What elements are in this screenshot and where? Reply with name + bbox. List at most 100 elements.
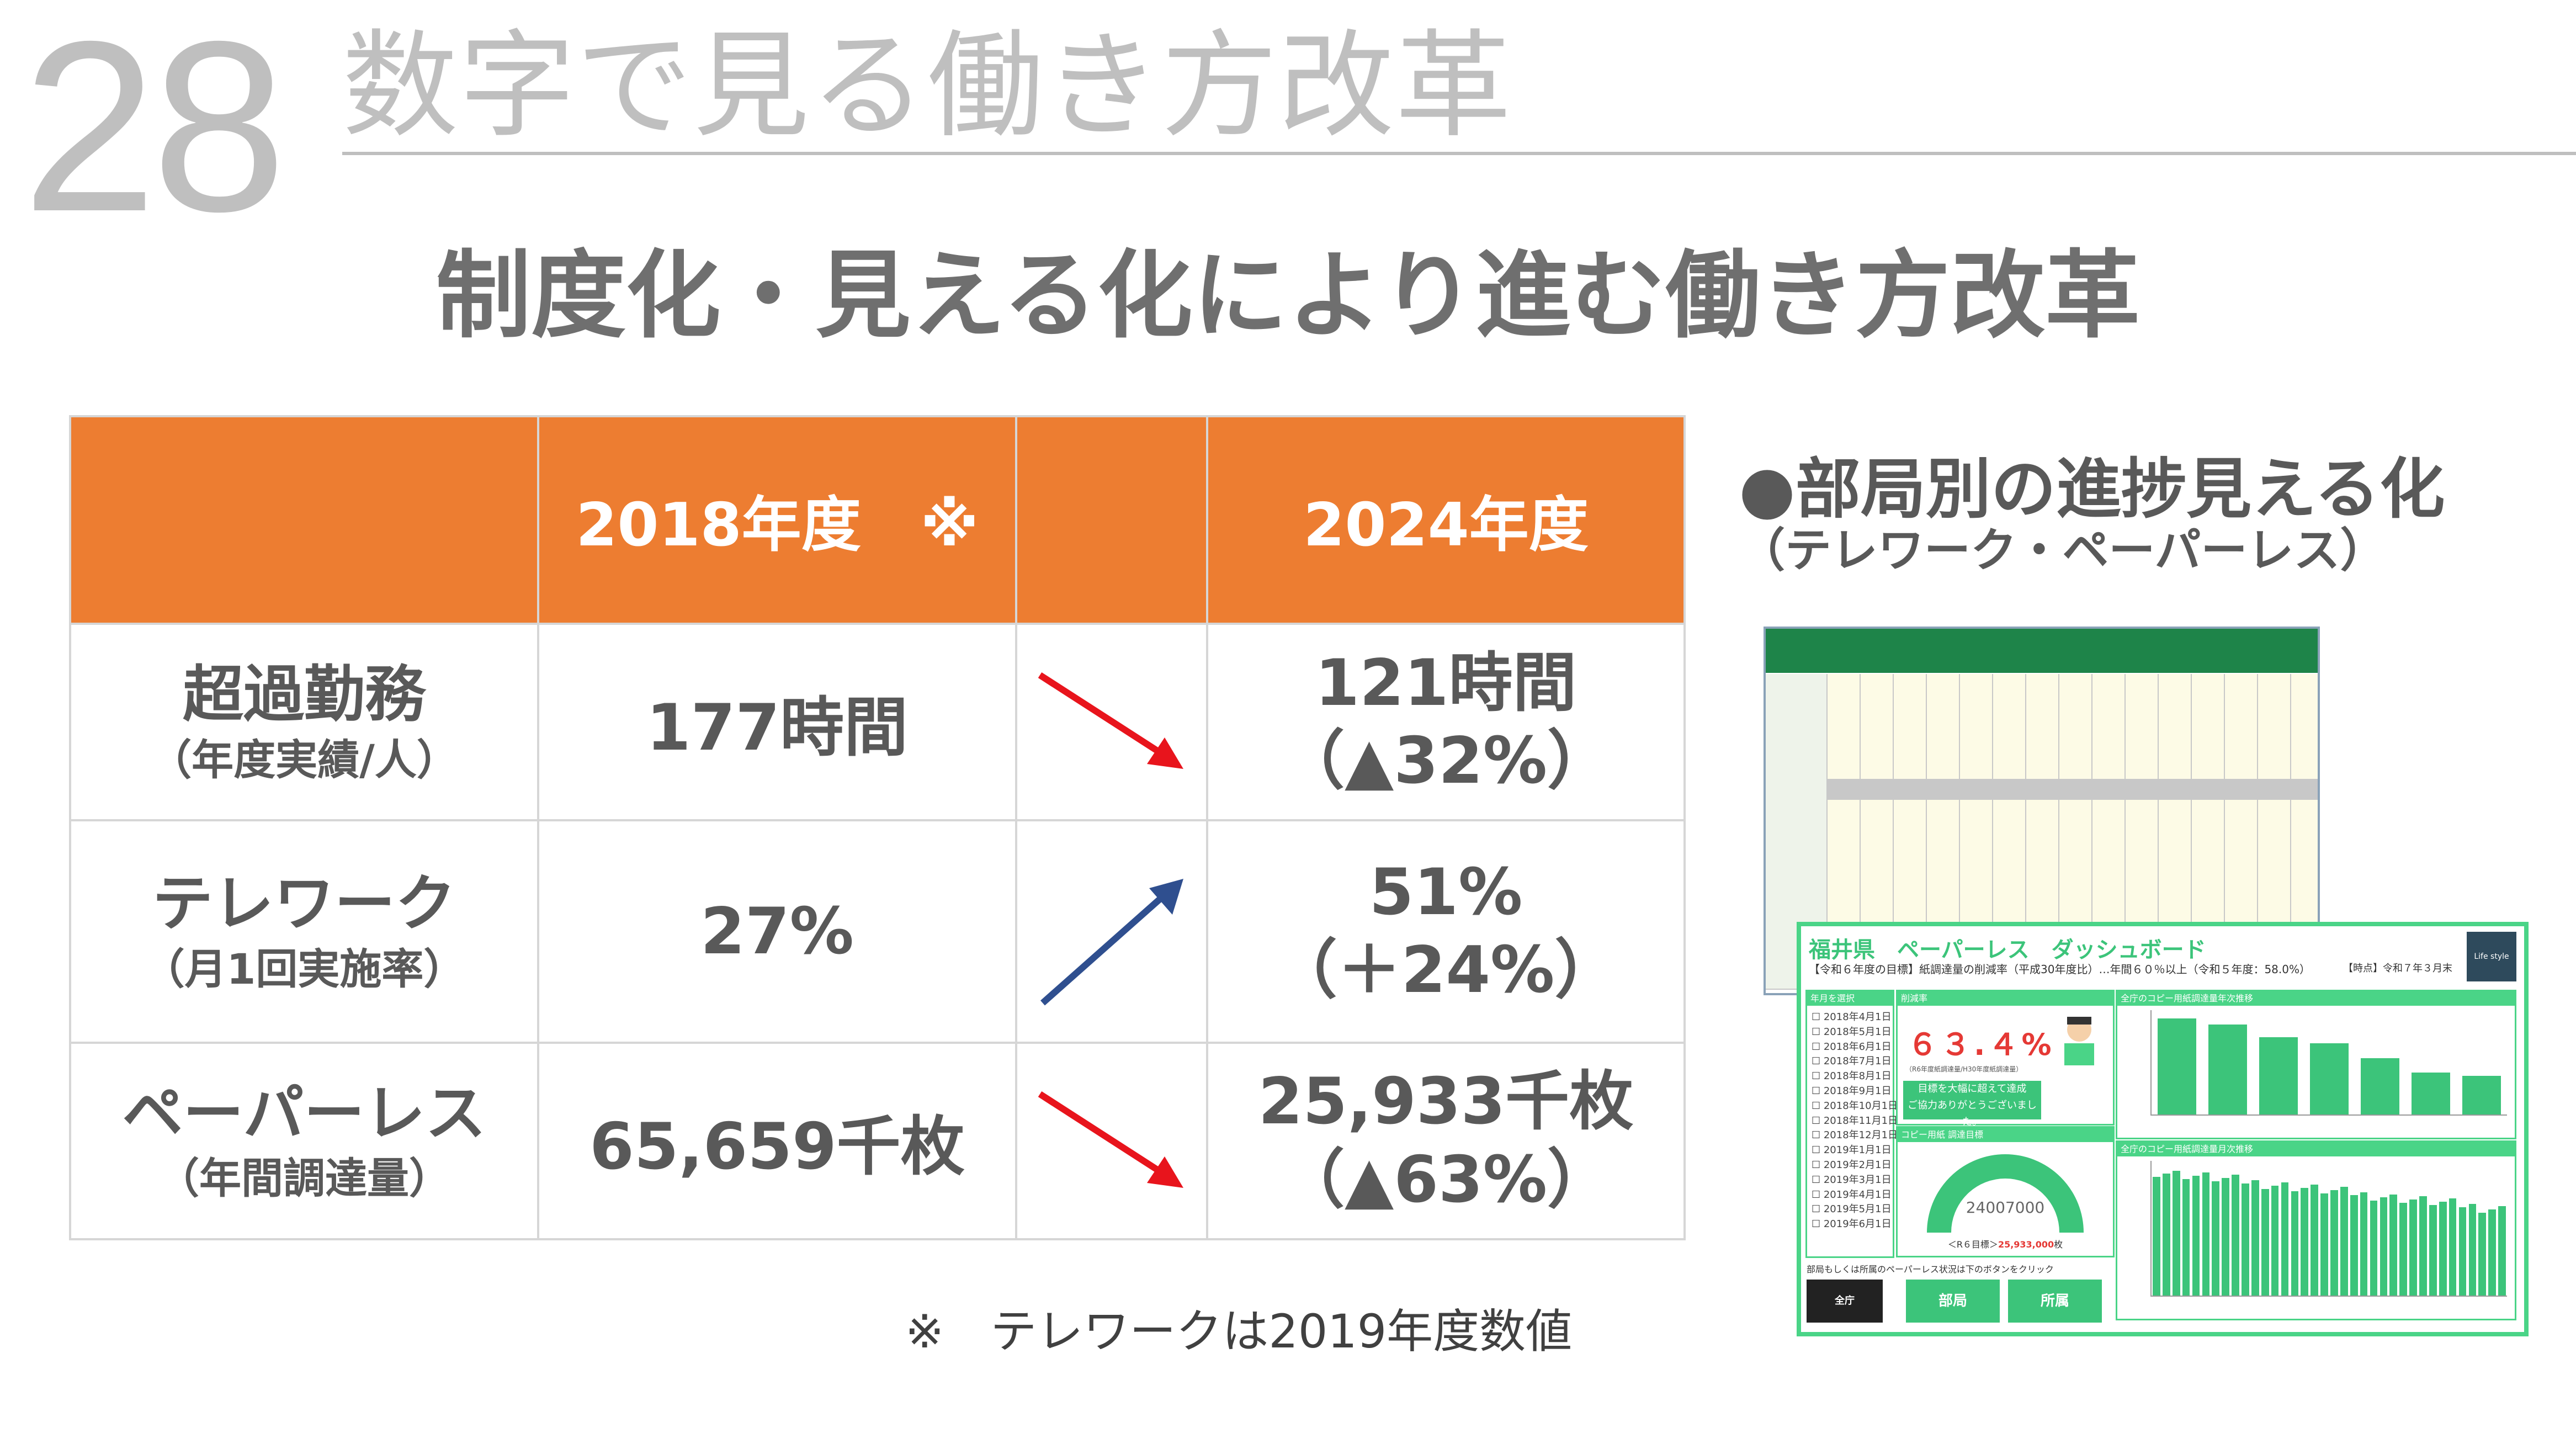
chart-bar	[2419, 1196, 2427, 1296]
date-option[interactable]: ☐ 2018年12月1日	[1812, 1129, 1898, 1142]
row-label: テレワーク	[152, 868, 456, 940]
chart-bar	[2478, 1212, 2487, 1296]
spreadsheet-row-cells	[1828, 821, 2318, 842]
date-option[interactable]: ☐ 2019年2月1日	[1812, 1159, 1892, 1171]
date-option[interactable]: ☐ 2018年9月1日	[1812, 1085, 1892, 1097]
date-option-list[interactable]: ☐ 2018年4月1日 ☐ 2018年5月1日 ☐ 2018年6月1日 ☐ 2018年…	[1812, 1010, 1898, 1232]
chart-bar	[2488, 1209, 2496, 1296]
spreadsheet-row-label	[1766, 695, 1828, 716]
spreadsheet-header	[1766, 629, 2318, 673]
trend-up-arrow-icon	[1040, 879, 1183, 1006]
spreadsheet-row	[1766, 884, 2318, 906]
value-2024: 25,933千枚	[1258, 1064, 1634, 1139]
table-row-telework: テレワーク （月1回実施率） 27% 51% （＋24%）	[69, 819, 1686, 1044]
gauge-value: 24007000	[1966, 1198, 2045, 1217]
chart-bar	[2458, 1207, 2467, 1296]
header-2024: 2024年度	[1206, 415, 1686, 625]
chart-bar	[2182, 1179, 2190, 1296]
trend-cell	[1015, 1041, 1208, 1241]
value-change: （▲63%）	[1281, 1142, 1611, 1217]
spreadsheet-row-cells	[1828, 737, 2318, 758]
spreadsheet-row-cells	[1828, 716, 2318, 737]
spreadsheet-row-cells	[1828, 863, 2318, 884]
comparison-table: 2018年度 ※ 2024年度 超過勤務 （年度実績/人） 177時間 121時…	[69, 415, 1686, 1241]
chart-bar	[2429, 1205, 2437, 1296]
chart-bar	[2462, 1076, 2501, 1114]
table-row-paperless: ペーパーレス （年間調達量） 65,659千枚 25,933千枚 （▲63%）	[69, 1041, 1686, 1241]
spreadsheet-row-label	[1766, 779, 1828, 800]
date-option[interactable]: ☐ 2019年4月1日	[1812, 1188, 1892, 1201]
date-option[interactable]: ☐ 2018年8月1日	[1812, 1070, 1892, 1082]
dashboard-subtitle: 【令和６年度の目標】紙調達量の削減率（平成30年度比）…年間６０％以上（令和５年…	[1809, 963, 2311, 976]
date-option[interactable]: ☐ 2018年4月1日	[1812, 1011, 1892, 1023]
chart-bar	[2468, 1204, 2477, 1296]
chart-bar	[2232, 1175, 2239, 1296]
date-option[interactable]: ☐ 2019年5月1日	[1812, 1203, 1892, 1216]
row-sublabel: （年度実績/人）	[150, 735, 459, 784]
panel-label: コピー用紙 調達目標	[1898, 1128, 2113, 1142]
chart-bar	[2350, 1195, 2358, 1296]
goal-gauge	[1927, 1154, 2084, 1233]
person-illustration-icon	[2064, 1017, 2094, 1065]
goal-message-line: ご協力ありがとうございました。	[1908, 1100, 2037, 1128]
date-option[interactable]: ☐ 2018年5月1日	[1812, 1026, 1892, 1038]
chart-bar	[2412, 1073, 2450, 1114]
all-agency-button[interactable]: 全庁	[1807, 1280, 1883, 1323]
spreadsheet-row-label	[1766, 800, 1828, 821]
reduction-rate-panel: 削減率 ６３.４% （R6年度紙調達量/H30年度紙調達量） 目標を大幅に超えて…	[1896, 990, 2115, 1128]
date-option[interactable]: ☐ 2018年11月1日	[1812, 1114, 1898, 1127]
spreadsheet-row-label	[1766, 821, 1828, 842]
spreadsheet-row	[1766, 842, 2318, 864]
chart-bar	[2271, 1185, 2279, 1296]
date-option[interactable]: ☐ 2018年6月1日	[1812, 1041, 1892, 1053]
spreadsheet-row-label	[1766, 737, 1828, 758]
footnote: ※ テレワークは2019年度数値	[905, 1304, 1573, 1358]
gauge-goal-prefix: ＜R６目標＞	[1947, 1239, 1998, 1250]
date-option[interactable]: ☐ 2019年3月1日	[1812, 1174, 1892, 1186]
chart-bar	[2311, 1184, 2318, 1296]
date-option[interactable]: ☐ 2019年1月1日	[1812, 1144, 1892, 1156]
lifestyle-shift-logo: Life style shift	[2467, 932, 2516, 1011]
spreadsheet-row	[1766, 821, 2318, 843]
table-header-row: 2018年度 ※ 2024年度	[69, 415, 1686, 625]
chart-bar	[2172, 1170, 2180, 1296]
panel-label: 全庁のコピー用紙調達量月次推移	[2117, 1142, 2515, 1156]
trend-cell	[1015, 622, 1208, 822]
date-option[interactable]: ☐ 2019年6月1日	[1812, 1218, 1892, 1230]
date-option[interactable]: ☐ 2018年7月1日	[1812, 1055, 1892, 1068]
panel-label: 年月を選択	[1807, 991, 1893, 1006]
date-option[interactable]: ☐ 2018年10月1日	[1812, 1100, 1898, 1112]
monthly-trend-panel: 全庁のコピー用紙調達量月次推移	[2116, 1140, 2516, 1320]
spreadsheet-row	[1766, 737, 2318, 759]
row-sublabel: （月1回実施率）	[142, 944, 466, 994]
chart-bar	[2409, 1199, 2417, 1296]
slide-title: 数字で見る働き方改革	[342, 18, 1513, 153]
chart-bar	[2389, 1194, 2398, 1296]
trend-cell	[1015, 819, 1208, 1044]
yearly-trend-panel: 全庁のコピー用紙調達量年次推移	[2116, 990, 2516, 1139]
dashboard-prompt: 部局もしくは所属のペーパーレス状況は下のボタンをクリック	[1807, 1264, 2054, 1275]
value-change: （＋24%）	[1273, 933, 1619, 1008]
spreadsheet-row-cells	[1828, 758, 2318, 779]
reduction-rate-note: （R6年度紙調達量/H30年度紙調達量）	[1905, 1065, 2023, 1073]
spreadsheet-row	[1766, 695, 2318, 717]
chart-bar	[2448, 1198, 2457, 1296]
spreadsheet-row-cells	[1828, 884, 2318, 905]
chart-bar	[2370, 1201, 2378, 1296]
value-2024: 121時間	[1315, 645, 1577, 720]
goal-achieved-message: 目標を大幅に超えて達成 ご協力ありがとうございました。	[1903, 1081, 2041, 1128]
spreadsheet-row-label	[1766, 674, 1828, 695]
office-button[interactable]: 所属	[2008, 1280, 2102, 1323]
value-2024-cell: 121時間 （▲32%）	[1206, 622, 1686, 822]
chart-bar	[2242, 1183, 2249, 1296]
chart-bar	[2158, 1018, 2196, 1114]
spreadsheet-row	[1766, 779, 2318, 801]
gauge-goal: ＜R６目標＞25,933,000枚	[1898, 1237, 2113, 1250]
chart-bar	[2251, 1180, 2259, 1296]
department-button[interactable]: 部局	[1906, 1280, 2000, 1323]
spreadsheet-row	[1766, 716, 2318, 738]
spreadsheet-row	[1766, 863, 2318, 885]
spreadsheet-row	[1766, 674, 2318, 696]
headline: 制度化・見える化により進む働き方改革	[435, 240, 2141, 351]
side-subheading: （テレワーク・ペーパーレス）	[1739, 523, 2387, 577]
